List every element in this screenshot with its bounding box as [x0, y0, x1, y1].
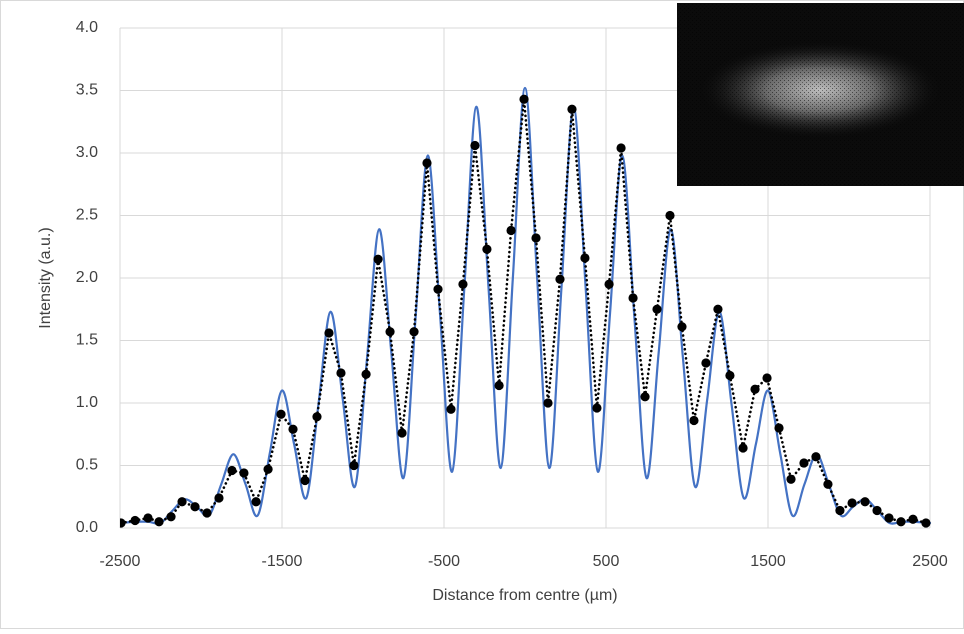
data-point [628, 293, 638, 303]
data-point [811, 452, 821, 462]
data-point [446, 404, 456, 414]
data-point [872, 505, 882, 516]
data-point [908, 514, 918, 524]
x-tick-label: 1500 [750, 553, 786, 570]
y-tick-label: 3.0 [76, 144, 98, 161]
x-tick-label: -1500 [262, 553, 303, 570]
data-point [143, 513, 153, 523]
data-point [276, 409, 286, 419]
data-point [177, 497, 187, 507]
data-point [823, 479, 833, 489]
data-point [677, 322, 687, 332]
data-point [786, 474, 796, 484]
data-point [288, 424, 298, 434]
data-point [482, 244, 492, 254]
data-point [921, 518, 931, 528]
data-point [154, 517, 164, 527]
data-point [713, 304, 723, 314]
data-point [263, 464, 273, 474]
series-line [120, 86, 932, 525]
data-point [202, 508, 212, 518]
data-point [336, 368, 346, 378]
data-point [349, 460, 359, 471]
data-point [799, 458, 809, 468]
y-tick-label: 0.0 [76, 519, 98, 536]
x-tick-label: 2500 [912, 553, 948, 570]
data-point [860, 497, 870, 507]
y-axis-label: Intensity (a.u.) [37, 227, 54, 328]
data-point [312, 412, 322, 422]
y-tick-label: 1.0 [76, 394, 98, 411]
data-point [652, 304, 662, 314]
data-point [409, 327, 419, 337]
y-tick-label: 3.5 [76, 82, 98, 99]
data-point [738, 443, 748, 453]
data-point [361, 369, 371, 379]
data-point [130, 515, 140, 526]
data-point [555, 274, 565, 284]
data-point [616, 143, 626, 153]
x-tick-label: -500 [428, 553, 460, 570]
data-point [531, 233, 541, 243]
data-point [896, 517, 906, 527]
x-axis-label: Distance from centre (µm) [432, 587, 617, 604]
y-tick-label: 2.0 [76, 269, 98, 286]
data-point [458, 279, 468, 289]
data-point [324, 328, 334, 338]
y-tick-label: 1.5 [76, 332, 98, 349]
data-point [214, 493, 224, 503]
data-point [640, 392, 650, 402]
data-point [300, 475, 310, 486]
data-point [592, 403, 602, 413]
data-point [847, 498, 857, 508]
data-point [543, 398, 553, 408]
data-point [120, 518, 126, 528]
data-point [494, 380, 504, 391]
data-point [689, 415, 699, 426]
data-point [762, 373, 772, 383]
data-point [251, 497, 261, 507]
y-tick-label: 0.5 [76, 457, 98, 474]
data-point [373, 254, 383, 264]
x-tick-label: -2500 [100, 553, 141, 570]
data-point [422, 158, 432, 168]
data-point [385, 327, 395, 337]
y-tick-label: 4.0 [76, 19, 98, 36]
data-point [227, 465, 237, 476]
data-point [580, 253, 590, 263]
data-point [750, 384, 760, 394]
data-point [397, 428, 407, 438]
data-point [239, 468, 249, 478]
data-point [701, 358, 711, 368]
data-point [567, 104, 577, 114]
data-point [604, 279, 614, 289]
data-point [835, 505, 845, 516]
data-point [725, 370, 735, 381]
y-tick-label: 2.5 [76, 207, 98, 224]
x-tick-label: 500 [593, 553, 620, 570]
data-point [884, 513, 894, 523]
inset-image [677, 3, 964, 186]
data-point [433, 284, 443, 294]
data-point [190, 502, 200, 512]
data-point [470, 140, 480, 151]
data-point [166, 512, 176, 522]
data-point [774, 423, 784, 433]
data-point [519, 94, 529, 104]
data-point [506, 225, 516, 236]
data-point [665, 210, 675, 221]
